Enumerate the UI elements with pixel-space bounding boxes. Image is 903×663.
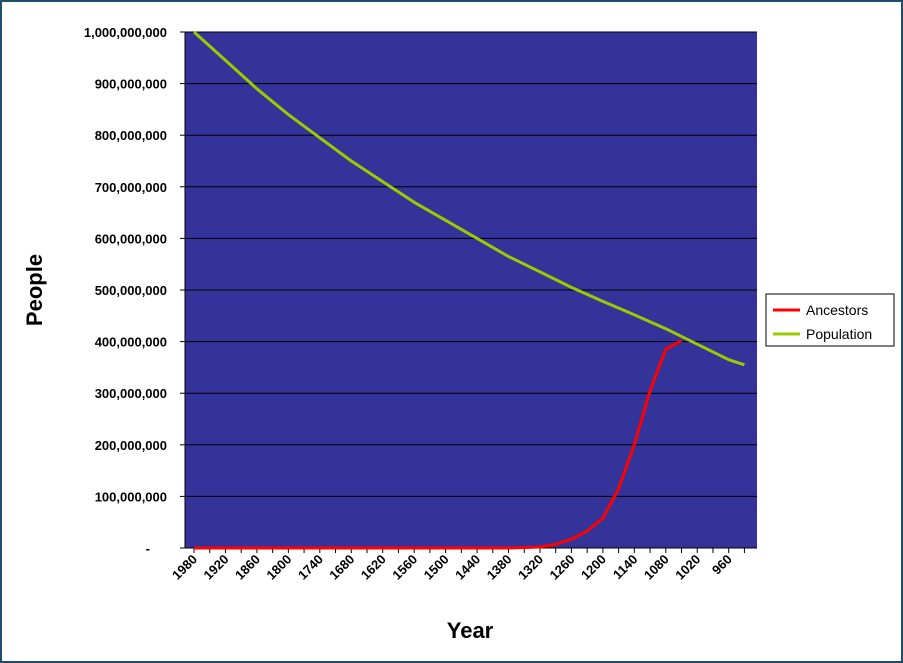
legend-box (765, 293, 895, 347)
x-tick-label: 1740 (295, 552, 326, 583)
x-tick-label: 1500 (421, 552, 452, 583)
x-tick-label: 1140 (610, 552, 641, 583)
x-tick-label: 1440 (452, 552, 483, 583)
x-tick-label: 1380 (484, 552, 515, 583)
y-tick-label: 100,000,000 (95, 489, 167, 504)
x-axis-ticks: 1980 1920 1860 1800 1740 1680 1620 1560 1500 1440… (169, 548, 745, 583)
y-tick-label: 1,000,000,000 (84, 25, 167, 40)
x-tick-label: 960 (709, 552, 735, 578)
y-axis-title: People (22, 254, 47, 326)
y-tick-label: 700,000,000 (95, 180, 167, 195)
series-line-ancestors (194, 339, 683, 550)
y-tick-label: 800,000,000 (95, 128, 167, 143)
series-line-population (192, 30, 745, 367)
x-tick-label: 1320 (515, 552, 546, 583)
y-tick-label: 500,000,000 (95, 283, 167, 298)
x-tick-label: 1860 (232, 552, 263, 583)
x-tick-label: 1800 (263, 552, 294, 583)
x-tick-label: 1680 (326, 552, 357, 583)
series-lines (192, 30, 745, 550)
y-tick-label: 900,000,000 (95, 77, 167, 92)
y-tick-label: 400,000,000 (95, 335, 167, 350)
x-tick-label: 1080 (641, 552, 672, 583)
legend: Ancestors Population (765, 293, 895, 347)
x-tick-label: 1920 (201, 552, 232, 583)
x-axis-title: Year (447, 618, 494, 643)
x-tick-label: 1620 (358, 552, 389, 583)
x-tick-label: 1980 (169, 552, 200, 583)
y-tick-label: - (146, 541, 150, 556)
legend-label: Population (806, 326, 872, 342)
x-tick-label: 1020 (672, 552, 703, 583)
y-axis-ticks: - 100,000,000 200,000,000 300,000,000 400,00… (84, 25, 185, 556)
y-tick-label: 300,000,000 (95, 386, 167, 401)
x-tick-label: 1260 (546, 552, 577, 583)
x-tick-label: 1560 (389, 552, 420, 583)
y-tick-label: 200,000,000 (95, 438, 167, 453)
y-tick-label: 600,000,000 (95, 231, 167, 246)
legend-label: Ancestors (806, 302, 868, 318)
x-tick-label: 1200 (578, 552, 609, 583)
